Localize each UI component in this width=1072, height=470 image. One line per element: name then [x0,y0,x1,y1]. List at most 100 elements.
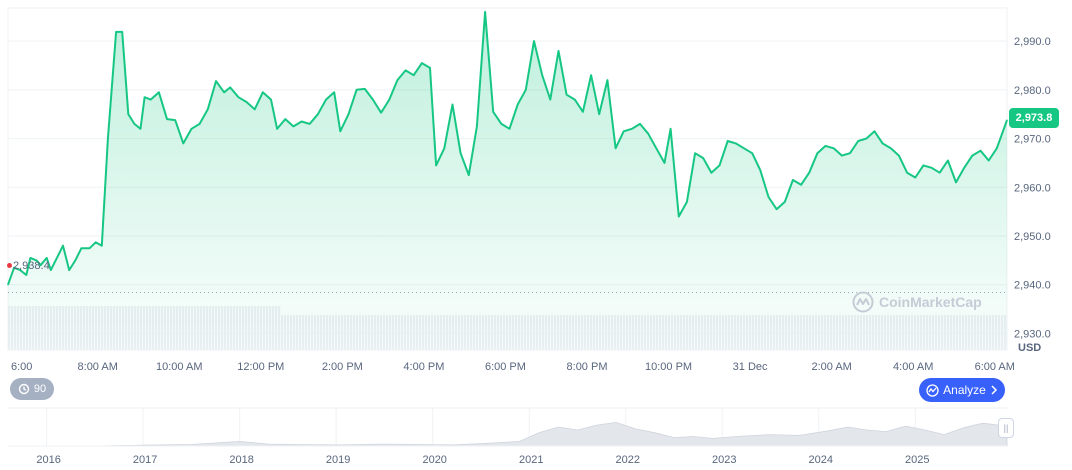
price-point [800,184,802,186]
price-point [914,176,916,179]
price-point [429,67,431,69]
price-point [639,123,641,125]
price-point [150,98,152,101]
history-zoom-button[interactable]: 90 [10,378,54,400]
price-point [890,147,892,149]
price-point [549,98,551,101]
price-point [364,88,366,90]
x-axis: 6:00 8:00 AM 10:00 AM 12:00 PM 2:00 PM 4:00 P… [11,361,1015,373]
price-point [29,257,32,259]
price-point [849,152,851,154]
price-point [88,247,91,249]
price-point [25,274,27,276]
price-point [623,130,625,132]
y-tick-label: 2,980.0 [1014,85,1051,97]
price-point [663,162,666,164]
price-point [541,74,543,76]
price-point [525,89,527,91]
overview-chart[interactable] [8,407,1008,447]
drag-handle-icon[interactable]: || [998,418,1014,438]
price-point [133,123,136,125]
price-point [808,172,810,174]
price-point [40,264,42,266]
price-point [484,11,486,13]
price-point [882,142,884,145]
price-point [404,69,407,71]
price-point [451,103,454,106]
analyze-button[interactable]: Analyze [919,378,1005,402]
y-tick-label: 2,990.0 [1014,36,1051,48]
analyze-icon [926,383,939,397]
y-tick-label: 2,970.0 [1014,134,1051,146]
price-point [922,164,925,166]
price-point [388,98,390,101]
price-point [413,74,415,76]
price-point [784,201,786,203]
price-point [647,133,649,135]
zoom-badge-label: 90 [33,383,47,395]
price-point [262,91,264,93]
price-point [309,123,311,125]
price-point [751,152,753,154]
x-tick-label: 31 Dec [733,361,768,373]
overview-x-tick-label: 2025 [905,454,929,466]
price-line-group [7,10,1008,286]
price-point [158,91,160,93]
price-point [670,128,672,130]
price-point [325,98,327,101]
price-point [963,167,965,169]
price-point [182,142,184,145]
price-point [939,172,941,174]
price-point [300,120,303,123]
price-point [979,150,982,152]
price-point [517,103,519,106]
price-point [166,118,168,120]
price-point [347,113,350,115]
price-point [590,74,592,76]
x-tick-label: 6:00 PM [485,361,526,373]
price-point [476,125,478,127]
overview-x-tick-label: 2016 [36,454,60,466]
price-point [930,167,933,169]
price-point [254,108,256,110]
price-point [508,128,511,130]
price-point [678,215,680,218]
price-point [988,159,990,162]
price-point [356,89,358,91]
x-tick-label: 4:00 PM [403,361,444,373]
coinmarketcap-logo-icon [852,291,874,313]
price-point [468,174,470,176]
price-point [614,147,617,149]
price-point [62,245,64,247]
price-point [702,157,704,159]
price-point [710,172,712,174]
price-area-fill [8,11,1007,351]
price-point [857,140,859,142]
price-point [776,208,778,210]
price-point [139,128,142,130]
price-point [557,50,560,52]
price-point [56,257,58,259]
y-axis: 2,990.0 2,980.0 2,970.0 2,960.0 2,950.0 2,940… [1014,36,1051,340]
watermark-text: CoinMarketCap [879,294,982,310]
price-point [339,130,341,132]
price-point [906,172,908,174]
price-point [694,152,696,154]
price-point [865,137,867,140]
price-point [127,113,129,115]
price-point [824,145,827,147]
x-tick-label: 2:00 AM [811,361,851,373]
x-tick-label: 12:00 PM [237,361,284,373]
overview-x-axis: 2016 2017 2018 2019 2020 2021 2022 2023 2024 2025 [36,454,929,466]
price-point [460,152,462,154]
price-point [270,98,272,101]
price-point [7,284,9,286]
current-price-badge: 2,973.8 [1009,108,1059,128]
price-point [955,181,957,184]
price-point [143,96,146,98]
overview-x-tick-label: 2023 [712,454,736,466]
price-point [443,147,445,149]
price-point [686,201,688,203]
history-icon [18,383,30,395]
chevron-right-icon [991,385,997,395]
